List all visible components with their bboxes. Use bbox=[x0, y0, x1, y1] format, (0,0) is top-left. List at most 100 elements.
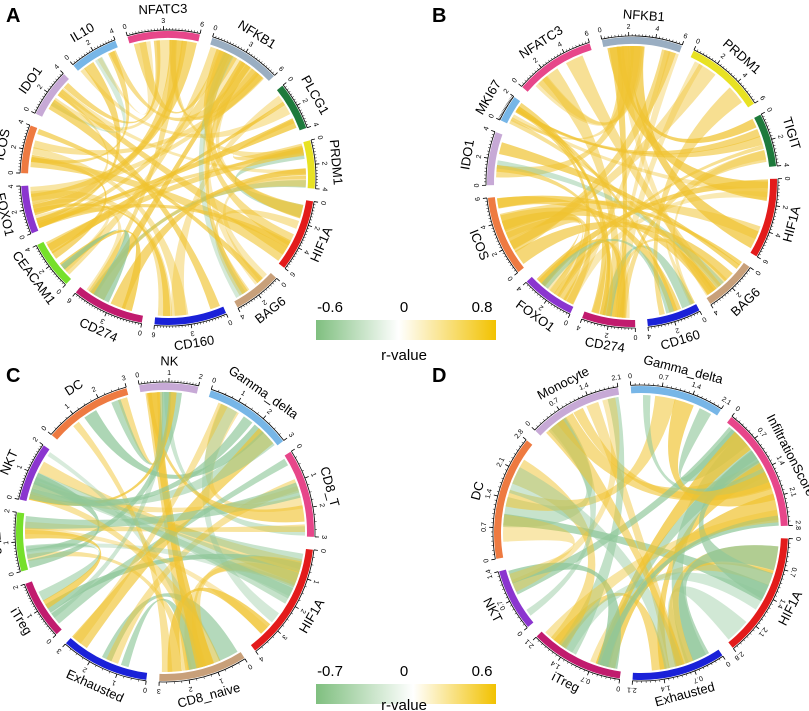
minor-tick bbox=[210, 674, 212, 677]
minor-tick bbox=[741, 278, 744, 280]
tick-label: 0.7 bbox=[580, 675, 592, 685]
major-tick bbox=[775, 205, 781, 207]
minor-tick bbox=[83, 300, 86, 303]
tick-label: 2 bbox=[12, 584, 20, 590]
tick-label: 0 bbox=[6, 495, 14, 500]
major-tick bbox=[276, 278, 280, 282]
tick-label: 0 bbox=[246, 662, 253, 670]
chord-link bbox=[668, 399, 775, 507]
minor-tick bbox=[685, 673, 688, 676]
tick-label: 0.7 bbox=[497, 599, 508, 611]
segment-arc bbox=[582, 311, 636, 327]
minor-tick bbox=[502, 588, 505, 590]
chord-link bbox=[25, 521, 306, 533]
minor-tick bbox=[748, 270, 751, 272]
minor-tick bbox=[491, 227, 494, 229]
minor-tick bbox=[767, 455, 770, 458]
chord-link bbox=[535, 45, 646, 126]
minor-tick bbox=[507, 101, 510, 104]
major-tick bbox=[188, 679, 191, 685]
minor-tick bbox=[218, 36, 220, 39]
major-tick bbox=[607, 325, 609, 331]
tick-label: 2 bbox=[503, 88, 511, 95]
minor-tick bbox=[291, 612, 294, 615]
minor-tick bbox=[240, 47, 242, 50]
minor-tick bbox=[129, 32, 131, 35]
minor-tick bbox=[43, 261, 46, 263]
major-tick bbox=[277, 630, 281, 634]
tick-label: 1 bbox=[26, 612, 34, 619]
minor-tick bbox=[23, 219, 26, 221]
minor-tick bbox=[37, 448, 40, 450]
chord-link bbox=[111, 392, 172, 465]
minor-tick bbox=[569, 47, 571, 50]
minor-tick bbox=[23, 216, 26, 218]
legend-bottom-title: r-value bbox=[381, 697, 427, 711]
minor-tick bbox=[303, 236, 306, 238]
minor-tick bbox=[221, 37, 223, 41]
chord-link bbox=[45, 145, 305, 251]
major-tick bbox=[499, 249, 503, 253]
minor-tick bbox=[211, 319, 213, 322]
tick-label: 4 bbox=[321, 187, 328, 191]
major-tick bbox=[772, 599, 777, 602]
major-tick bbox=[717, 60, 721, 64]
major-tick bbox=[616, 382, 619, 387]
major-tick bbox=[772, 462, 777, 466]
minor-tick bbox=[746, 90, 749, 93]
segment-axis bbox=[255, 549, 315, 652]
minor-tick bbox=[743, 275, 746, 278]
minor-tick bbox=[108, 40, 110, 43]
tick-label: 2 bbox=[82, 665, 89, 673]
minor-tick bbox=[497, 243, 500, 245]
major-tick bbox=[47, 431, 52, 435]
minor-tick bbox=[529, 287, 531, 289]
minor-tick bbox=[770, 603, 773, 605]
chord-link bbox=[97, 41, 154, 115]
chord-link bbox=[50, 40, 172, 131]
legend-bottom-min: -0.7 bbox=[317, 663, 343, 680]
minor-tick bbox=[781, 484, 784, 486]
minor-tick bbox=[565, 403, 567, 406]
minor-tick bbox=[769, 131, 772, 134]
minor-tick bbox=[19, 486, 22, 488]
segment-label: NFKB1 bbox=[622, 6, 665, 24]
minor-tick bbox=[708, 56, 711, 59]
minor-tick bbox=[742, 85, 745, 87]
segment-cd160: 024 CD160 bbox=[647, 304, 707, 353]
minor-tick bbox=[35, 106, 38, 109]
minor-tick bbox=[707, 665, 709, 668]
chord-link bbox=[27, 472, 100, 569]
minor-tick bbox=[551, 57, 553, 60]
minor-tick bbox=[500, 113, 503, 116]
chord-link bbox=[25, 482, 301, 529]
tick-label: 2 bbox=[198, 374, 203, 382]
major-tick bbox=[522, 436, 527, 441]
minor-tick bbox=[226, 40, 229, 43]
major-tick bbox=[20, 583, 25, 586]
minor-tick bbox=[97, 45, 99, 48]
minor-tick bbox=[504, 255, 507, 258]
minor-tick bbox=[702, 52, 705, 55]
minor-tick bbox=[555, 654, 557, 657]
minor-tick bbox=[309, 219, 313, 221]
minor-tick bbox=[779, 480, 782, 482]
minor-tick bbox=[770, 135, 773, 137]
minor-tick bbox=[763, 615, 766, 617]
minor-tick bbox=[268, 422, 271, 424]
tick-label: 1 bbox=[111, 678, 117, 686]
tick-label: 1.4 bbox=[775, 455, 786, 467]
tick-label: 0 bbox=[143, 686, 148, 693]
minor-tick bbox=[777, 476, 780, 478]
chord-link bbox=[91, 175, 306, 296]
major-tick bbox=[95, 393, 99, 398]
minor-tick bbox=[105, 41, 107, 44]
minor-tick bbox=[27, 467, 30, 469]
minor-tick bbox=[273, 427, 276, 430]
minor-tick bbox=[52, 632, 55, 635]
tick-label: 1.4 bbox=[660, 684, 671, 692]
major-tick bbox=[722, 656, 726, 660]
chord-link bbox=[73, 402, 228, 644]
chord-link bbox=[602, 245, 694, 317]
minor-tick bbox=[42, 620, 45, 623]
